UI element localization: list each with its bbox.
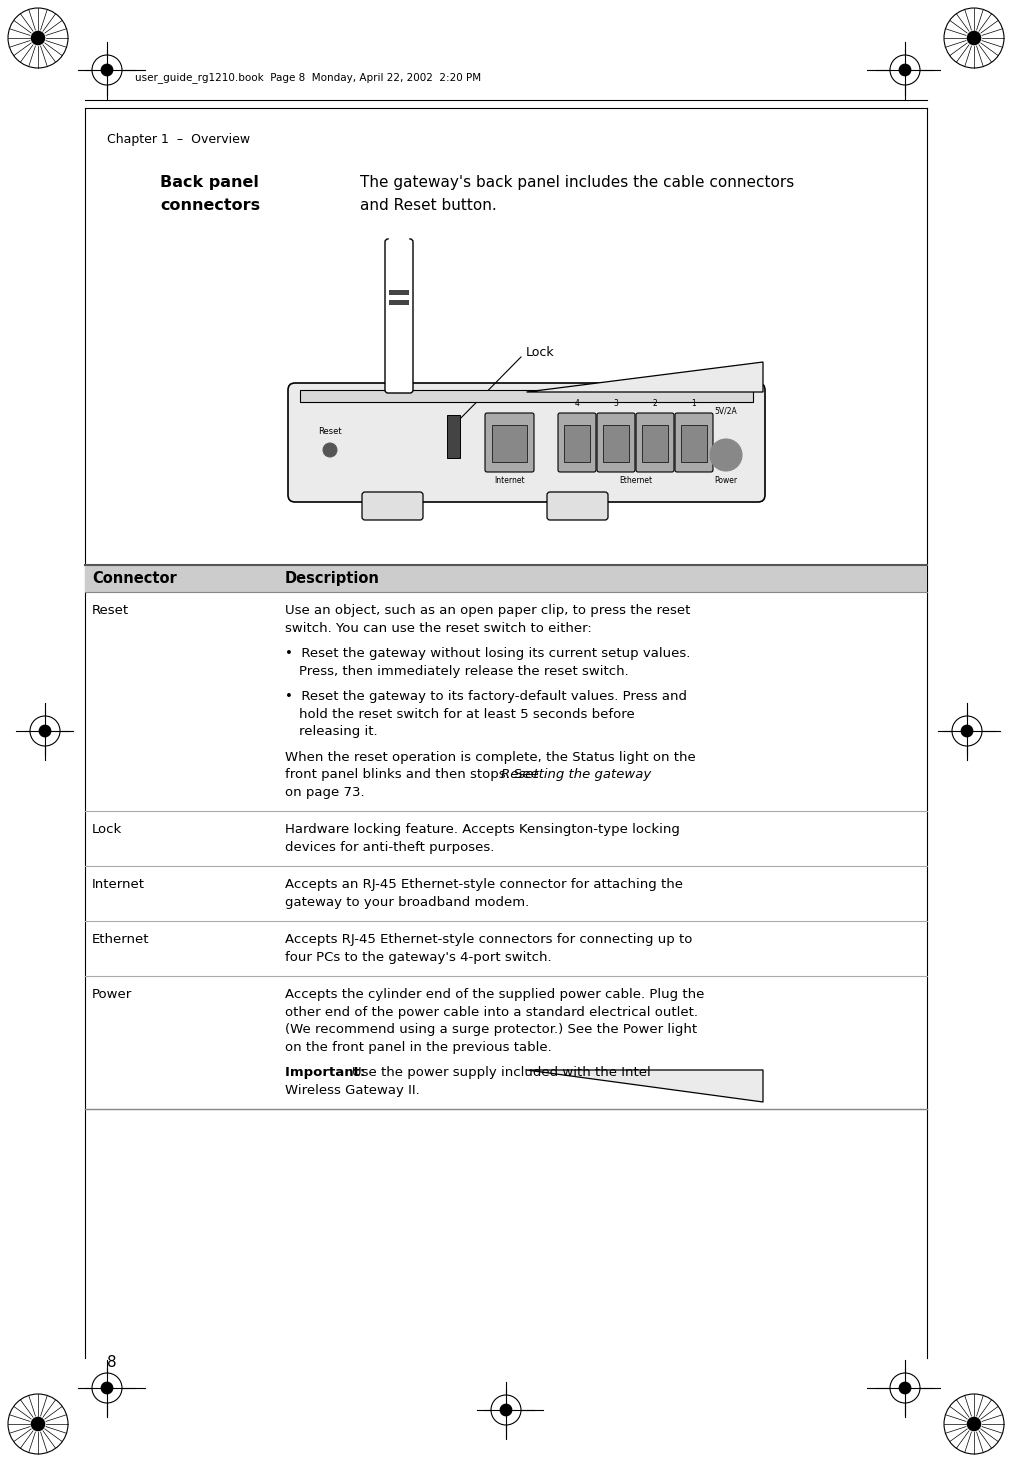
Bar: [491, 425, 527, 462]
Circle shape: [31, 1417, 44, 1431]
Bar: [85, 564, 926, 592]
Text: user_guide_rg1210.book  Page 8  Monday, April 22, 2002  2:20 PM: user_guide_rg1210.book Page 8 Monday, Ap…: [134, 72, 480, 83]
Bar: [388, 300, 408, 306]
Polygon shape: [526, 363, 762, 392]
Text: on the front panel in the previous table.: on the front panel in the previous table…: [285, 1041, 551, 1054]
Text: 3: 3: [613, 399, 618, 408]
Bar: [299, 390, 752, 402]
Circle shape: [101, 1382, 112, 1393]
Text: The gateway's back panel includes the cable connectors: The gateway's back panel includes the ca…: [360, 175, 794, 190]
Text: 4: 4: [574, 399, 579, 408]
FancyBboxPatch shape: [288, 383, 764, 501]
FancyBboxPatch shape: [674, 412, 713, 472]
Text: Lock: Lock: [92, 823, 122, 836]
Text: Important:: Important:: [285, 1066, 369, 1079]
Text: •  Reset the gateway to its factory-default values. Press and: • Reset the gateway to its factory-defau…: [285, 690, 686, 703]
Text: Accepts RJ-45 Ethernet-style connectors for connecting up to: Accepts RJ-45 Ethernet-style connectors …: [285, 933, 692, 946]
Text: other end of the power cable into a standard electrical outlet.: other end of the power cable into a stan…: [285, 1006, 698, 1019]
Text: gateway to your broadband modem.: gateway to your broadband modem.: [285, 896, 529, 909]
Text: Description: Description: [285, 572, 379, 586]
Circle shape: [899, 1382, 910, 1393]
Circle shape: [960, 725, 972, 737]
Text: •  Reset the gateway without losing its current setup values.: • Reset the gateway without losing its c…: [285, 648, 690, 661]
FancyBboxPatch shape: [596, 412, 634, 472]
Circle shape: [499, 1405, 512, 1415]
Text: (We recommend using a surge protector.) See the Power light: (We recommend using a surge protector.) …: [285, 1023, 697, 1037]
Text: 5V/2A: 5V/2A: [714, 406, 737, 415]
Circle shape: [101, 64, 112, 76]
Text: on page 73.: on page 73.: [285, 785, 364, 798]
Text: Internet: Internet: [92, 879, 145, 892]
Text: connectors: connectors: [160, 197, 260, 213]
Text: Resetting the gateway: Resetting the gateway: [501, 768, 651, 781]
Bar: [388, 289, 408, 295]
Circle shape: [39, 725, 51, 737]
Text: Wireless Gateway II.: Wireless Gateway II.: [285, 1083, 420, 1096]
Circle shape: [967, 31, 980, 45]
Text: When the reset operation is complete, the Status light on the: When the reset operation is complete, th…: [285, 751, 696, 763]
Bar: [641, 425, 667, 462]
Text: Power: Power: [92, 988, 132, 1001]
Circle shape: [388, 232, 408, 251]
Text: Internet: Internet: [493, 477, 525, 485]
Bar: [603, 425, 629, 462]
FancyBboxPatch shape: [635, 412, 673, 472]
Text: hold the reset switch for at least 5 seconds before: hold the reset switch for at least 5 sec…: [298, 708, 634, 721]
Text: Reset: Reset: [317, 427, 342, 437]
FancyBboxPatch shape: [547, 493, 608, 520]
Text: Lock: Lock: [526, 345, 554, 358]
Text: 8: 8: [107, 1355, 116, 1370]
Text: Back panel: Back panel: [160, 175, 259, 190]
Text: Connector: Connector: [92, 572, 177, 586]
Text: Hardware locking feature. Accepts Kensington-type locking: Hardware locking feature. Accepts Kensin…: [285, 823, 679, 836]
Text: Chapter 1  –  Overview: Chapter 1 – Overview: [107, 133, 250, 146]
Text: 1: 1: [691, 399, 696, 408]
Text: releasing it.: releasing it.: [298, 725, 377, 738]
Text: four PCs to the gateway's 4-port switch.: four PCs to the gateway's 4-port switch.: [285, 950, 551, 963]
Text: Accepts an RJ-45 Ethernet-style connector for attaching the: Accepts an RJ-45 Ethernet-style connecto…: [285, 879, 682, 892]
Text: switch. You can use the reset switch to either:: switch. You can use the reset switch to …: [285, 621, 591, 635]
Text: Use the power supply included with the Intel: Use the power supply included with the I…: [352, 1066, 650, 1079]
FancyBboxPatch shape: [384, 238, 412, 393]
Text: devices for anti-theft purposes.: devices for anti-theft purposes.: [285, 841, 494, 854]
Bar: [447, 415, 460, 458]
Text: 2: 2: [652, 399, 657, 408]
Bar: [563, 425, 589, 462]
FancyBboxPatch shape: [484, 412, 534, 472]
Text: Ethernet: Ethernet: [92, 933, 150, 946]
Circle shape: [967, 1417, 980, 1431]
Text: Power: Power: [714, 477, 737, 485]
Circle shape: [710, 439, 741, 471]
FancyBboxPatch shape: [557, 412, 595, 472]
Text: and Reset button.: and Reset button.: [360, 197, 496, 213]
Text: Press, then immediately release the reset switch.: Press, then immediately release the rese…: [298, 665, 628, 678]
Text: Accepts the cylinder end of the supplied power cable. Plug the: Accepts the cylinder end of the supplied…: [285, 988, 704, 1001]
Text: Use an object, such as an open paper clip, to press the reset: Use an object, such as an open paper cli…: [285, 604, 690, 617]
Circle shape: [323, 443, 337, 458]
Circle shape: [31, 31, 44, 45]
Circle shape: [899, 64, 910, 76]
Text: Ethernet: Ethernet: [619, 477, 651, 485]
Text: Reset: Reset: [92, 604, 129, 617]
Bar: [680, 425, 707, 462]
Text: front panel blinks and then stops. See: front panel blinks and then stops. See: [285, 768, 543, 781]
FancyBboxPatch shape: [362, 493, 423, 520]
Polygon shape: [526, 1070, 762, 1102]
